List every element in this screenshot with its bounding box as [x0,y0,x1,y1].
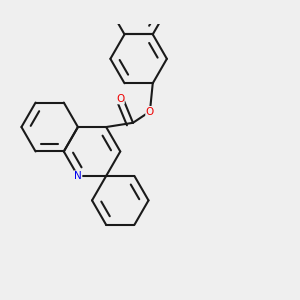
Text: O: O [116,94,124,104]
Text: N: N [74,171,82,181]
Text: O: O [146,106,154,116]
